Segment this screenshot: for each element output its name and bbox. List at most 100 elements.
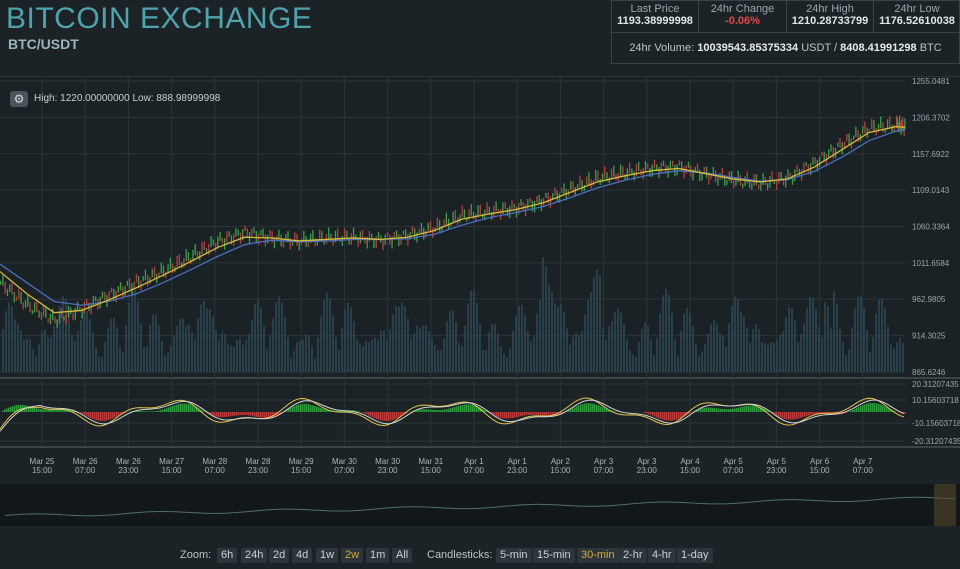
candle	[90, 302, 92, 315]
indicator-bar	[652, 412, 654, 416]
indicator-bar	[468, 404, 470, 412]
candle	[751, 183, 753, 190]
zoom-2w-button[interactable]: 2w	[341, 548, 364, 563]
candle	[298, 241, 300, 251]
volume-bar	[14, 319, 16, 372]
candle	[626, 168, 629, 180]
volume-bar	[74, 340, 76, 372]
candle-15min-button[interactable]: 15-min	[533, 548, 575, 563]
candle	[185, 249, 187, 262]
indicator-bar	[818, 412, 820, 414]
indicator-bar	[710, 407, 712, 412]
candle	[65, 313, 67, 325]
indicator-bar	[236, 412, 238, 416]
candle	[22, 302, 24, 310]
indicator-bar	[310, 404, 312, 412]
volume-bar	[833, 290, 835, 372]
zoom-2d-button[interactable]: 2d	[269, 548, 290, 563]
candle	[726, 180, 728, 186]
candle	[613, 165, 615, 177]
indicator-bar	[558, 412, 560, 416]
navigator-line	[4, 496, 956, 517]
volume-bar	[482, 349, 484, 372]
zoom-6h-button[interactable]: 6h	[217, 548, 238, 563]
indicator-bar	[256, 412, 258, 417]
x-tick-time: 23:00	[248, 466, 269, 475]
candle	[61, 308, 63, 319]
candle	[205, 248, 208, 254]
candle	[674, 164, 676, 177]
candle	[683, 166, 685, 179]
indicator-bar	[90, 412, 92, 419]
volume-bar	[2, 329, 4, 372]
indicator-bar	[696, 409, 698, 412]
candle	[142, 276, 144, 282]
zoom-4d-button[interactable]: 4d	[292, 548, 313, 563]
candle	[896, 118, 899, 128]
gear-icon[interactable]: ⚙	[10, 91, 28, 107]
indicator-bar	[188, 404, 190, 412]
volume-bar	[83, 310, 85, 372]
indicator-bar	[744, 406, 746, 412]
candle	[307, 242, 309, 248]
candle	[624, 174, 626, 180]
indicator-bar	[238, 412, 240, 416]
candle	[108, 291, 110, 301]
candle	[294, 232, 296, 242]
candle	[92, 296, 95, 306]
volume-bar	[248, 334, 250, 372]
candle-1day-button[interactable]: 1-day	[677, 548, 713, 563]
candle	[221, 237, 224, 244]
indicator-bar	[216, 412, 218, 417]
candle-30min-button[interactable]: 30-min	[577, 548, 619, 563]
candle	[821, 152, 823, 157]
indicator-bar	[752, 405, 754, 412]
candle-5min-button[interactable]: 5-min	[496, 548, 532, 563]
indicator-bar	[750, 405, 752, 412]
volume-bar	[707, 333, 709, 372]
zoom-24h-button[interactable]: 24h	[241, 548, 268, 563]
zoom-all-button[interactable]: All	[392, 548, 413, 563]
indicator-bar	[664, 412, 666, 421]
candle-2hr-button[interactable]: 2-hr	[619, 548, 647, 563]
volume-bar	[869, 352, 871, 372]
indicator-bar	[836, 412, 838, 415]
candle	[58, 311, 61, 324]
candle	[230, 235, 233, 245]
candle	[104, 292, 106, 301]
volume-bar	[377, 339, 379, 372]
indicator-bar	[316, 406, 318, 412]
volume-bar	[350, 307, 352, 372]
indicator-bar	[232, 412, 234, 416]
candle	[323, 240, 325, 245]
indicator-bar	[872, 403, 874, 412]
candle	[778, 171, 780, 184]
indicator-bar	[736, 408, 738, 412]
indicator-bar	[52, 409, 54, 412]
candle	[414, 228, 416, 241]
candle-4hr-button[interactable]: 4-hr	[648, 548, 676, 563]
indicator-bar	[430, 409, 432, 412]
volume-bar	[776, 339, 778, 372]
candle	[787, 169, 789, 180]
high-low-info: High: 1220.00000000 Low: 888.98999998	[34, 93, 220, 104]
candle	[647, 163, 649, 170]
indicator-bar	[168, 407, 170, 412]
candle	[500, 209, 502, 220]
indicator-bar	[82, 412, 84, 414]
indicator-bar	[788, 412, 790, 420]
indicator-bar	[572, 408, 574, 412]
candle	[721, 168, 724, 180]
indicator-bar	[846, 412, 848, 413]
indicator-bar	[342, 410, 344, 412]
candle	[554, 187, 556, 196]
indicator-bar	[570, 409, 572, 412]
zoom-1m-button[interactable]: 1m	[366, 548, 390, 563]
candle	[153, 266, 156, 279]
volume-bar	[161, 341, 163, 372]
indicator-bar	[226, 412, 228, 417]
candle	[463, 209, 466, 220]
price-chart[interactable]: 1255.0481 1206.3702 1157.6922 1109.0143 1060…	[0, 76, 960, 536]
indicator-bar	[362, 412, 364, 413]
zoom-1w-button[interactable]: 1w	[316, 548, 339, 563]
